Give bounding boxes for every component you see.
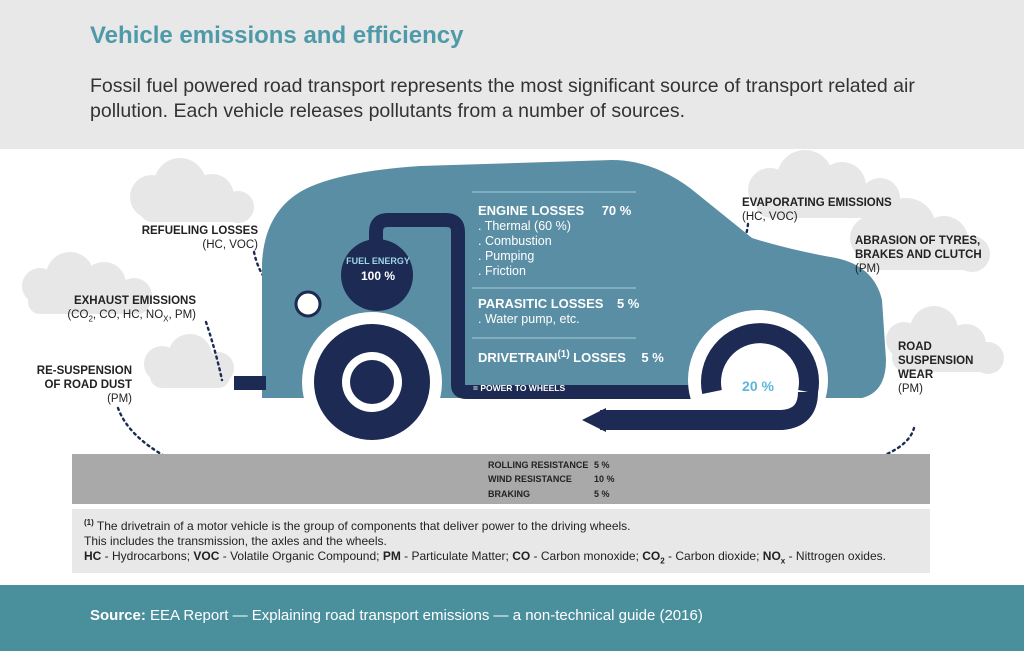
label-refueling-title: REFUELING LOSSES <box>141 225 258 237</box>
exhaust-pipe <box>234 376 266 390</box>
front-wheel-ring <box>701 323 819 394</box>
header-band: Vehicle emissions and efficiency Fossil … <box>0 0 1024 149</box>
label-evaporating-title: EVAPORATING EMISSIONS <box>742 197 892 209</box>
label-road-title3: WEAR <box>898 369 934 381</box>
engine-losses-value: 70 % <box>601 203 632 218</box>
abbr-co: CO <box>512 549 531 563</box>
smoke-clouds <box>22 150 1004 388</box>
drivetrain-footnote-mark: (1) <box>557 349 570 360</box>
label-road-sub: (PM) <box>898 383 923 395</box>
abbr-hc-text: - Hydrocarbons; <box>101 549 194 563</box>
power-arrow-head <box>582 408 606 432</box>
label-refueling-sub: (HC, VOC) <box>202 239 258 251</box>
wind-resistance-label: WIND RESISTANCE <box>488 474 572 484</box>
page-title: Vehicle emissions and efficiency <box>90 22 464 49</box>
power-to-wheels-value: 20 % <box>742 378 774 394</box>
label-resuspension-title1: RE-SUSPENSION <box>36 365 132 377</box>
drivetrain-losses-title: DRIVETRAIN <box>478 350 558 366</box>
label-resuspension: RE-SUSPENSION OF ROAD DUST (PM) <box>24 364 132 406</box>
leader-resuspension <box>116 406 170 460</box>
footnote: (1) The drivetrain of a motor vehicle is… <box>84 515 924 549</box>
abbreviations: HC - Hydrocarbons; VOC - Volatile Organi… <box>84 549 924 565</box>
abbr-voc: VOC <box>193 549 220 563</box>
label-abrasion-title1: ABRASION OF TYRES, <box>855 235 981 247</box>
parasitic-item: . Water pump, etc. <box>478 312 580 326</box>
fuel-energy-value: 100 % <box>360 269 396 283</box>
intro-text: Fossil fuel powered road transport repre… <box>90 75 915 122</box>
rolling-resistance-label: ROLLING RESISTANCE <box>488 460 589 470</box>
drivetrain-losses-value: 5 % <box>641 350 664 366</box>
braking-value: 5 % <box>594 489 610 499</box>
drivetrain-losses: DRIVETRAIN(1) LOSSES 5 % <box>478 347 664 366</box>
engine-losses: ENGINE LOSSES 70 % . Thermal (60 %) . Co… <box>478 203 631 279</box>
label-road-title2: SUSPENSION <box>898 355 974 367</box>
abbr-co2: CO2 <box>642 549 665 566</box>
rear-wheel-hub <box>350 360 394 404</box>
cloud-road <box>886 306 1004 374</box>
abbr-pm-text: - Particulate Matter; <box>400 549 513 563</box>
footnote-line1: The drivetrain of a motor vehicle is the… <box>96 519 631 533</box>
label-abrasion: ABRASION OF TYRES, BRAKES AND CLUTCH (PM… <box>855 234 1015 276</box>
engine-item: . Thermal (60 %) <box>478 219 571 233</box>
fuel-energy-circle <box>341 239 413 311</box>
abbr-co2-text: - Carbon dioxide; <box>664 549 763 563</box>
label-refueling: REFUELING LOSSES (HC, VOC) <box>96 224 258 252</box>
label-abrasion-sub: (PM) <box>855 263 880 275</box>
power-arrow <box>600 391 818 430</box>
rolling-resistance-value: 5 % <box>594 460 610 470</box>
engine-losses-title: ENGINE LOSSES <box>478 203 585 218</box>
road-surface: ROLLING RESISTANCE 5 % WIND RESISTANCE 1… <box>72 454 930 504</box>
parasitic-losses: PARASITIC LOSSES 5 % . Water pump, etc. <box>478 296 639 327</box>
footnote-line2: This includes the transmission, the axle… <box>84 534 387 548</box>
engine-item: . Friction <box>478 264 526 278</box>
label-resuspension-sub: (PM) <box>107 393 132 405</box>
parasitic-losses-title: PARASITIC LOSSES <box>478 296 604 311</box>
cloud-refueling <box>130 158 254 223</box>
braking-label: BRAKING <box>488 489 530 499</box>
cloud-exhaust <box>22 252 152 314</box>
label-exhaust: EXHAUST EMISSIONS (CO2, CO, HC, NOX, PM) <box>40 294 196 326</box>
footer-band: Source: EEA Report — Explaining road tra… <box>0 585 1024 651</box>
abbr-pm: PM <box>382 549 401 563</box>
fuel-cap <box>294 290 322 318</box>
abbr-hc: HC <box>84 549 102 563</box>
power-to-wheels-label: = POWER TO WHEELS <box>473 383 566 393</box>
engine-item: . Combustion <box>478 234 552 248</box>
drivetrain-losses-suffix: LOSSES <box>573 350 626 366</box>
notes-box: (1) The drivetrain of a motor vehicle is… <box>72 509 930 573</box>
energy-pipe <box>369 213 712 399</box>
cloud-resuspension <box>144 334 234 388</box>
label-evaporating-sub: (HC, VOC) <box>742 211 798 223</box>
parasitic-losses-value: 5 % <box>616 296 640 311</box>
label-resuspension-title2: OF ROAD DUST <box>44 379 132 391</box>
label-road-title1: ROAD <box>898 341 932 353</box>
abbr-co-text: - Carbon monoxide; <box>530 549 643 563</box>
cloud-abrasion <box>850 198 990 272</box>
engine-item: . Pumping <box>478 249 535 263</box>
footnote-mark: (1) <box>84 518 94 527</box>
label-exhaust-title: EXHAUST EMISSIONS <box>73 295 196 307</box>
abbr-nox: NOx <box>762 549 786 566</box>
fuel-energy: FUEL ENERGY 100 % <box>340 256 416 283</box>
label-exhaust-sub: (CO2, CO, HC, NOX, PM) <box>67 309 196 324</box>
leader-exhaust <box>204 320 224 382</box>
wind-resistance-value: 10 % <box>594 474 615 484</box>
label-abrasion-title2: BRAKES AND CLUTCH <box>855 249 982 261</box>
abbr-voc-text: - Volatile Organic Compound; <box>219 549 383 563</box>
source-text: EEA Report — Explaining road transport e… <box>150 607 703 624</box>
label-road: ROAD SUSPENSION WEAR (PM) <box>898 340 998 396</box>
fuel-energy-label: FUEL ENERGY <box>346 256 410 266</box>
abbr-nox-text: - Nittrogen oxides. <box>785 549 886 563</box>
source-label: Source: <box>90 607 146 624</box>
label-evaporating: EVAPORATING EMISSIONS (HC, VOC) <box>742 196 912 224</box>
source-line: Source: EEA Report — Explaining road tra… <box>90 607 703 624</box>
